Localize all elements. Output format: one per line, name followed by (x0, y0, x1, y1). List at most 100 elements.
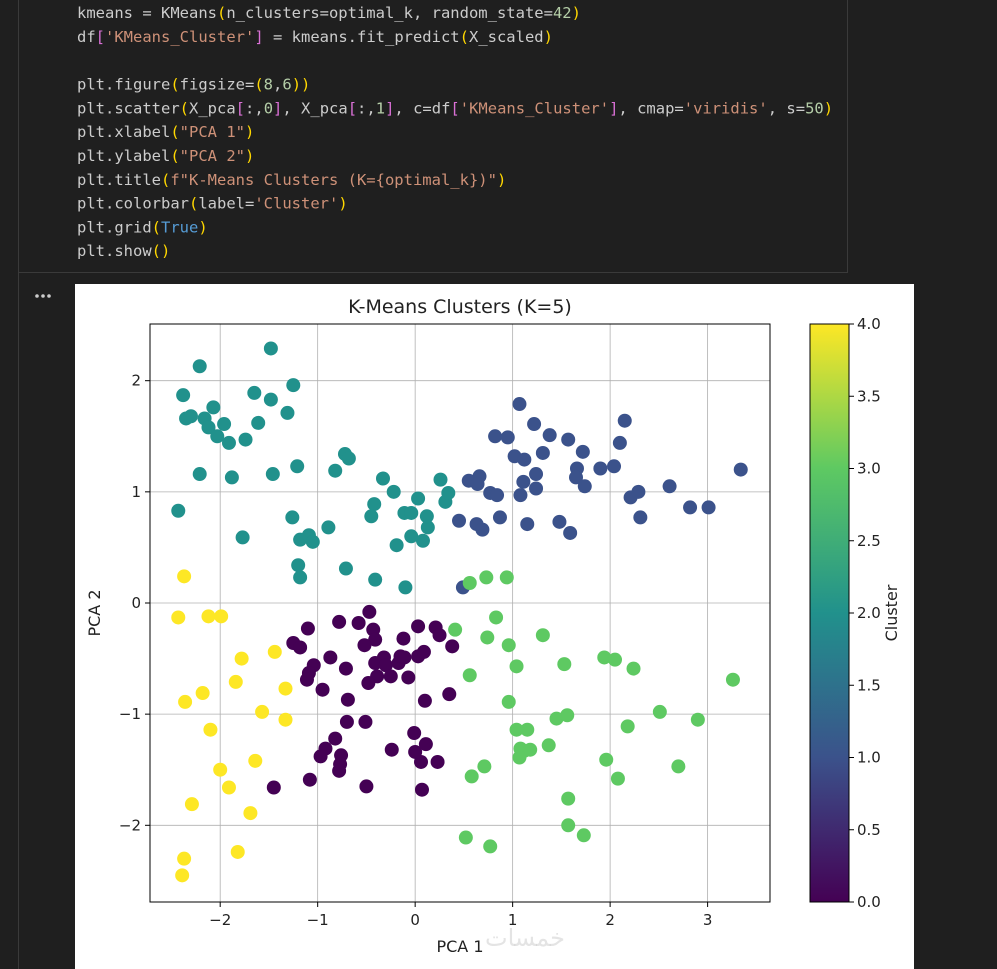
code-line: plt.xlabel("PCA 1") (77, 123, 254, 141)
code-token: plt.scatter (77, 99, 180, 117)
scatter-point (520, 722, 535, 737)
x-tick-label: 2 (605, 911, 615, 929)
code-token: ] (254, 28, 263, 46)
scatter-point (321, 520, 336, 535)
code-token: ( (189, 195, 198, 213)
scatter-point (404, 529, 419, 544)
colorbar (809, 323, 850, 903)
scatter-point (690, 712, 705, 727)
scatter-point (206, 400, 221, 415)
scatter-point (633, 510, 648, 525)
scatter-point (192, 467, 207, 482)
scatter-point (210, 429, 225, 444)
scatter-point (367, 497, 382, 512)
scatter-point (176, 388, 191, 403)
scatter-point (535, 628, 550, 643)
code-token: 8 (264, 76, 273, 94)
scatter-point (251, 415, 266, 430)
scatter-point (263, 341, 278, 356)
scatter-point (419, 509, 434, 524)
scatter-point (368, 572, 383, 587)
scatter-point (351, 616, 366, 631)
code-token: ] (609, 99, 618, 117)
scatter-point (652, 704, 667, 719)
plot-frame (149, 323, 771, 903)
code-token: plt.show (77, 242, 152, 260)
scatter-point (529, 481, 544, 496)
scatter-point (389, 538, 404, 553)
scatter-point (338, 561, 353, 576)
code-token: 'viridis' (684, 99, 768, 117)
code-token: ( (460, 28, 469, 46)
scatter-point (470, 477, 485, 492)
code-token: X_pca (189, 99, 236, 117)
code-token: 'KMeans_Cluster' (105, 28, 254, 46)
scatter-point (368, 656, 383, 671)
output-menu[interactable] (35, 294, 51, 298)
scatter-point (247, 385, 262, 400)
code-line: plt.ylabel("PCA 2") (77, 147, 254, 165)
chart-title: K-Means Clusters (K=5) (348, 296, 572, 318)
y-tick-label: −1 (119, 705, 141, 723)
scatter-point (221, 780, 236, 795)
code-token: plt.title (77, 171, 161, 189)
code-token: ) (544, 28, 553, 46)
code-token: ) (338, 195, 347, 213)
scatter-point (512, 397, 527, 412)
code-token: ( (180, 99, 189, 117)
scatter-point (235, 530, 250, 545)
code-token: plt.grid (77, 218, 152, 236)
scatter-point (499, 570, 514, 585)
scatter-point (527, 417, 542, 432)
code-token: figsize= (180, 76, 255, 94)
scatter-point (597, 650, 612, 665)
scatter-point (475, 522, 490, 537)
scatter-point (552, 514, 567, 529)
colorbar-tick-label: 4.0 (857, 315, 881, 333)
code-token: 50 (805, 99, 824, 117)
scatter-point (448, 622, 463, 637)
scatter-point (184, 797, 199, 812)
scatter-point (442, 687, 457, 702)
code-line: plt.show() (77, 242, 170, 260)
watermark: خمسات (485, 924, 565, 952)
scatter-point (201, 609, 216, 624)
scatter-point (483, 839, 498, 854)
scatter-point (286, 378, 301, 393)
scatter-point (358, 714, 373, 729)
scatter-point (332, 614, 347, 629)
scatter-point (733, 462, 748, 477)
scatter-point (362, 604, 377, 619)
code-token: ) (497, 171, 506, 189)
y-axis-label: PCA 2 (85, 589, 104, 636)
code-token: , s= (768, 99, 805, 117)
scatter-point (293, 570, 308, 585)
code-token: [ (348, 99, 357, 117)
code-token: ) (161, 242, 170, 260)
scatter-point (221, 435, 236, 450)
scatter-point (302, 772, 317, 787)
code-token: ) (292, 76, 301, 94)
scatter-point (248, 753, 263, 768)
code-token: "PCA 1" (180, 123, 245, 141)
scatter-point (599, 752, 614, 767)
colorbar-label: Cluster (882, 584, 901, 641)
scatter-point (561, 432, 576, 447)
scatter-point (477, 759, 492, 774)
y-tick-label: 0 (131, 594, 141, 612)
scatter-point (607, 459, 622, 474)
x-tick-label: 1 (508, 911, 518, 929)
code-token: plt.figure (77, 76, 170, 94)
scatter-point (541, 738, 556, 753)
scatter-point (378, 658, 393, 673)
scatter-point (266, 780, 281, 795)
code-token: = kmeans.fit_predict (264, 28, 460, 46)
code-token: label= (198, 195, 254, 213)
scatter-point (492, 510, 507, 525)
scatter-point (489, 610, 504, 625)
scatter-point (339, 714, 354, 729)
code-token: ) (301, 76, 310, 94)
code-token: ) (572, 4, 581, 22)
